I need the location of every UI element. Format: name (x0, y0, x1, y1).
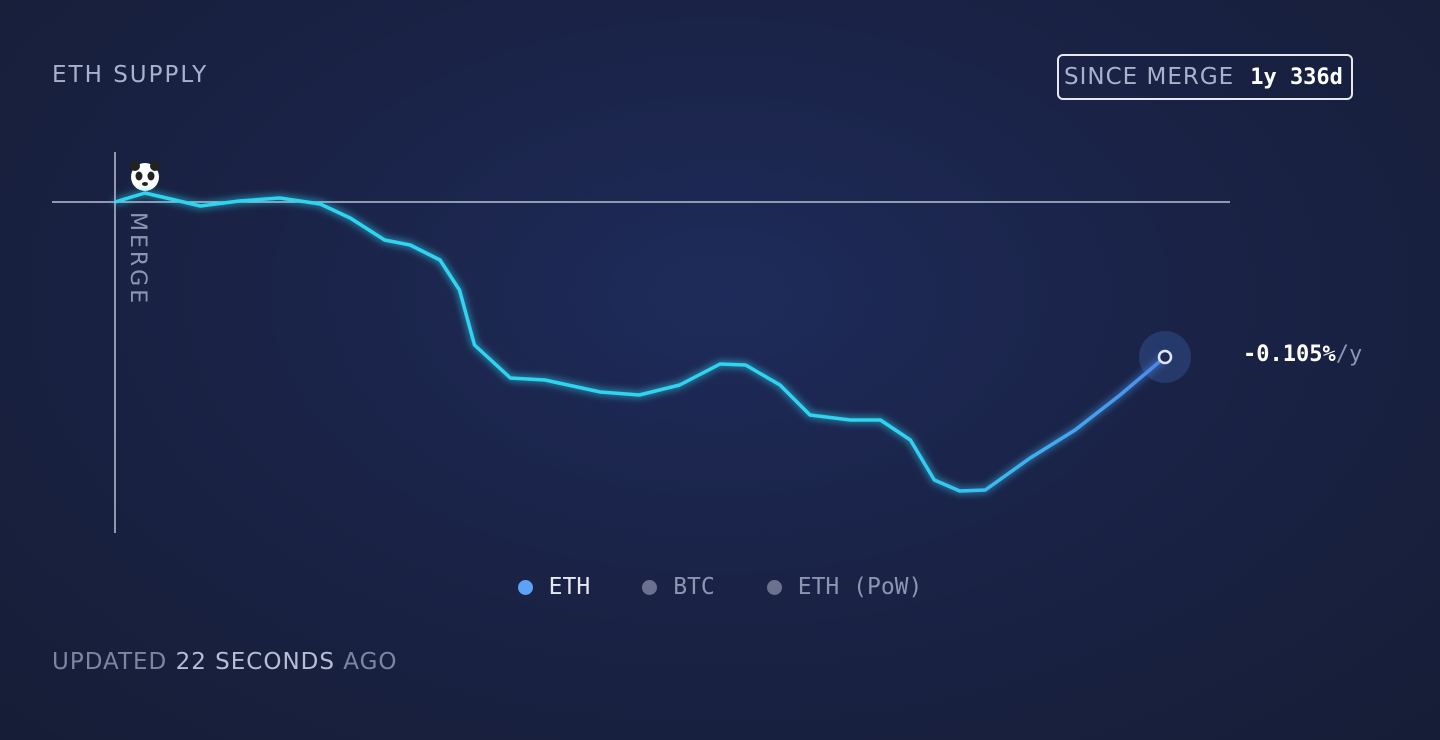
rate: -0.105%/y (1243, 342, 1362, 367)
updated-amount: 22 SECONDS (175, 649, 335, 675)
legend-label: ETH (PoW) (797, 574, 923, 600)
updated: UPDATED 22 SECONDS AGO (52, 649, 398, 675)
rate-value: -0.105% (1243, 342, 1336, 367)
time-frame-button[interactable]: SINCE MERGE 1y 336d (1057, 54, 1353, 100)
legend-label: BTC (673, 574, 715, 600)
updated-prefix: UPDATED (52, 649, 168, 675)
end-point (1157, 349, 1173, 365)
legend-dot (517, 579, 533, 595)
legend-item[interactable]: ETH (517, 574, 591, 600)
time-frame-value: 1y 336d (1250, 64, 1343, 90)
title: ETH SUPPLY (52, 62, 209, 88)
legend-dot (766, 579, 782, 595)
legend-item[interactable]: ETH (PoW) (766, 574, 923, 600)
merge-label: MERGE (125, 212, 150, 306)
updated-suffix: AGO (343, 649, 398, 675)
rate-unit: /y (1335, 342, 1363, 367)
legend-label: ETH (548, 574, 591, 600)
legend-dot (642, 579, 658, 595)
legend: ETH BTC ETH (PoW) (0, 574, 1440, 600)
panda-icon (130, 161, 160, 191)
legend-item[interactable]: BTC (642, 574, 715, 600)
time-frame-label: SINCE MERGE (1064, 64, 1235, 90)
supply-line (114, 191, 1167, 493)
